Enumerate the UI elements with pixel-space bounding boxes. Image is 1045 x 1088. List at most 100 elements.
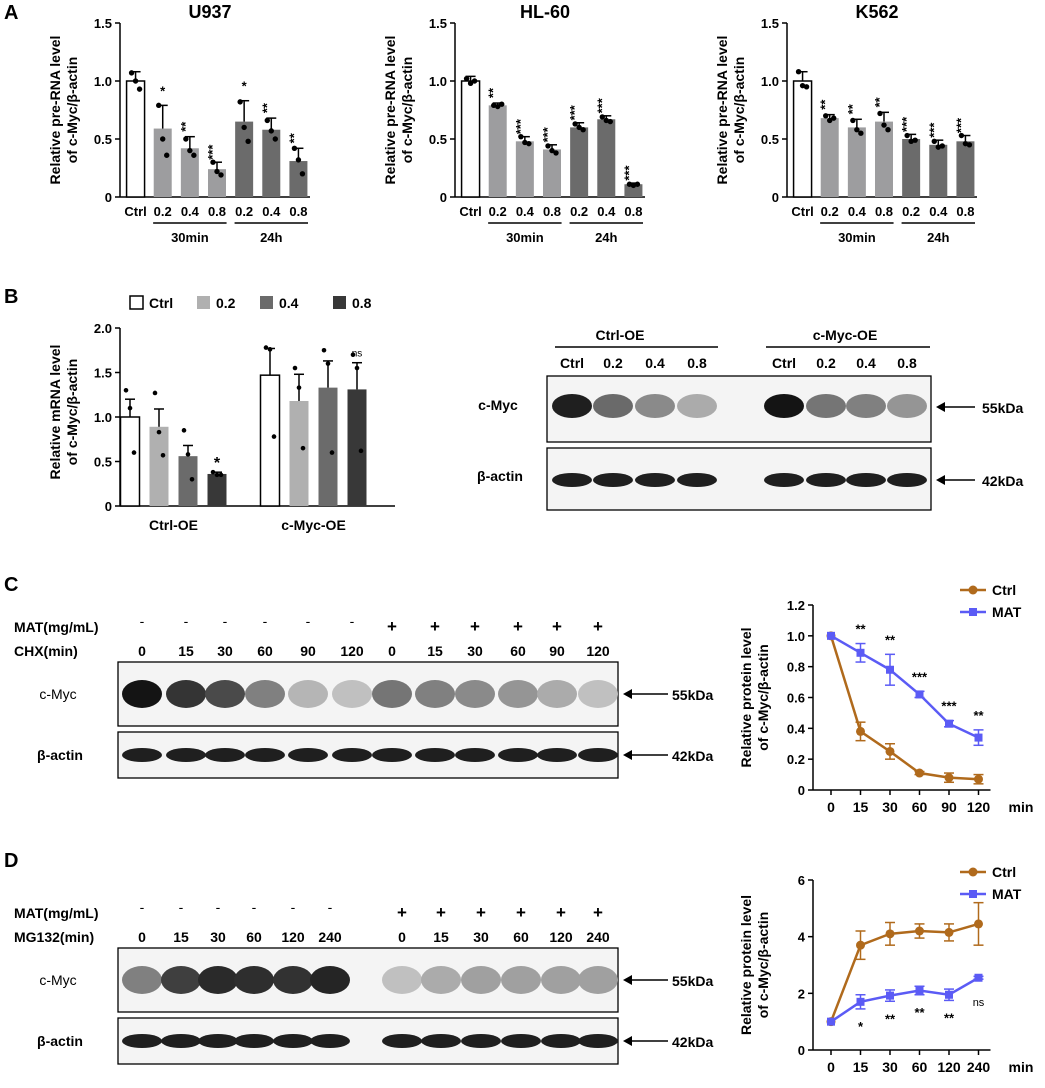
panel-label-a: A (4, 2, 19, 24)
blot-c-cmyc-band (578, 680, 618, 708)
blot-c-actin-band (166, 748, 206, 762)
blot-d-cmyc-band (382, 966, 422, 994)
blot-c-cmyc-band (415, 680, 455, 708)
blot-c-actin-band (332, 748, 372, 762)
chart-a2-datapoint (545, 143, 551, 149)
blot-d-time-label-lane: 240 (318, 929, 342, 945)
blot-d-time-label-lane: 30 (473, 929, 489, 945)
blot-b-actin-band (677, 473, 717, 487)
blot-c-treatment-mark: + (430, 617, 440, 636)
blot-c-actin-band (245, 748, 285, 762)
blot-c-time-label-lane: 30 (217, 643, 233, 659)
blot-d-cmyc-band (461, 966, 501, 994)
chart-d-marker-mat (827, 1017, 835, 1026)
blot-d-marker: 55kDa (672, 973, 713, 989)
chart-a1-ylabel-line1: Relative pre-RNA level (47, 36, 63, 185)
chart-a2-ytick-label: 0 (440, 190, 447, 205)
blot-d-row-label: c-Myc (39, 972, 76, 988)
chart-b-bar (318, 387, 338, 506)
blot-d-actin-band (234, 1034, 274, 1048)
blot-c-treatment-mark: - (306, 613, 311, 629)
blot-c-actin-band (372, 748, 412, 762)
chart-d-ytick-label: 6 (798, 873, 805, 888)
blot-c-treatment-mark: + (387, 617, 397, 636)
chart-b-datapoint (131, 450, 137, 455)
chart-c-marker-mat (945, 719, 953, 728)
chart-b-bar (207, 473, 227, 506)
chart-c-ytick-label: 0 (798, 783, 805, 798)
chart-a1-significance: ** (286, 132, 301, 143)
chart-a3-bar (847, 127, 866, 197)
blot-d-row-label: β-actin (37, 1033, 83, 1049)
chart-d-legend-marker (969, 890, 977, 898)
chart-a1-significance: * (160, 83, 166, 98)
blot-c-treatment-mark: + (552, 617, 562, 636)
blot-c-time-label: CHX(min) (14, 643, 78, 659)
blot-d-treatment-mark: + (436, 903, 446, 922)
chart-b-significance: ns (352, 349, 363, 360)
chart-c-series-line (829, 635, 979, 781)
chart-c-marker-ctrl (974, 774, 983, 784)
blot-b-actin-band (887, 473, 927, 487)
blot-c-arrow-head (623, 689, 632, 699)
chart-b-bar (149, 426, 169, 506)
chart-d-ytick-label: 2 (798, 986, 805, 1001)
blot-c-treatment-mark: - (140, 613, 145, 629)
chart-a3-significance: ** (845, 103, 860, 114)
blot-b-cmyc-band (887, 394, 927, 418)
blot-d-time-label-lane: 15 (433, 929, 449, 945)
panel-label-c: C (4, 574, 19, 596)
blot-d-time-label-lane: 120 (549, 929, 573, 945)
chart-c-ytick-label: 0.2 (787, 752, 805, 767)
blot-b-row-label: c-Myc (478, 397, 518, 413)
blot-d-treatment-mark: + (593, 903, 603, 922)
chart-a1-datapoint (291, 145, 298, 151)
chart-b-datapoint (354, 365, 360, 371)
chart-a3-significance: *** (899, 116, 914, 132)
blot-b-lane-label: 0.8 (897, 355, 917, 371)
blot-d-treatment-mark: + (397, 903, 407, 922)
chart-d-marker-ctrl (944, 927, 954, 937)
blot-d-actin-band (461, 1034, 501, 1048)
chart-b-datapoint (350, 352, 356, 358)
blot-d-time-label-lane: 60 (246, 929, 262, 945)
blot-b-lane-label: 0.4 (856, 355, 876, 371)
blot-b-marker: 42kDa (982, 473, 1023, 489)
chart-a3-ylabel-line2: of c-Myc/β-actin (731, 57, 747, 164)
chart-a1-ytick-label: 1.5 (94, 16, 112, 31)
chart-c-ytick-label: 0.6 (787, 691, 805, 706)
chart-b-legend-swatch (197, 296, 210, 309)
chart-a1-xtick-label: 0.8 (208, 204, 226, 219)
chart-a1-datapoint (210, 159, 216, 165)
chart-a2-significance: *** (594, 97, 609, 113)
chart-a3-bar (929, 144, 948, 197)
chart-a1-datapoint (218, 172, 224, 178)
blot-d-cmyc-band (198, 966, 238, 994)
blot-b-actin-band (552, 473, 592, 487)
chart-c-ytick-label: 0.4 (787, 721, 806, 736)
chart-a2-bar (543, 149, 561, 197)
chart-a3-datapoint (795, 69, 802, 75)
chart-a3-significance: *** (953, 117, 968, 133)
chart-a1-bar (180, 148, 199, 197)
chart-d-marker-mat (886, 991, 894, 1000)
blot-d-treatment-mark: + (516, 903, 526, 922)
chart-c-xtick-label: 120 (967, 799, 991, 815)
chart-a1-datapoint (245, 138, 251, 145)
chart-c-marker-mat (856, 648, 865, 657)
chart-a1-significance: * (242, 79, 248, 94)
chart-a2-datapoint (471, 78, 478, 84)
chart-a2-xtick-label: 0.8 (624, 204, 642, 219)
chart-a3-ytick-label: 1.5 (761, 16, 779, 31)
chart-a3-bar (875, 121, 893, 197)
blot-b-lane-label: 0.4 (645, 355, 665, 371)
blot-d-time-label-lane: 15 (173, 929, 189, 945)
chart-c-ytick-label: 0.8 (787, 660, 805, 675)
blot-d-cmyc-band (578, 966, 618, 994)
chart-a3-datapoint (858, 130, 864, 136)
blot-b-lane-label: Ctrl (772, 355, 796, 371)
blot-d-treatment-mark: - (140, 899, 145, 915)
blot-c-row-label: c-Myc (39, 686, 76, 702)
chart-d-series-line (830, 976, 980, 1023)
chart-b-datapoint (358, 448, 364, 454)
